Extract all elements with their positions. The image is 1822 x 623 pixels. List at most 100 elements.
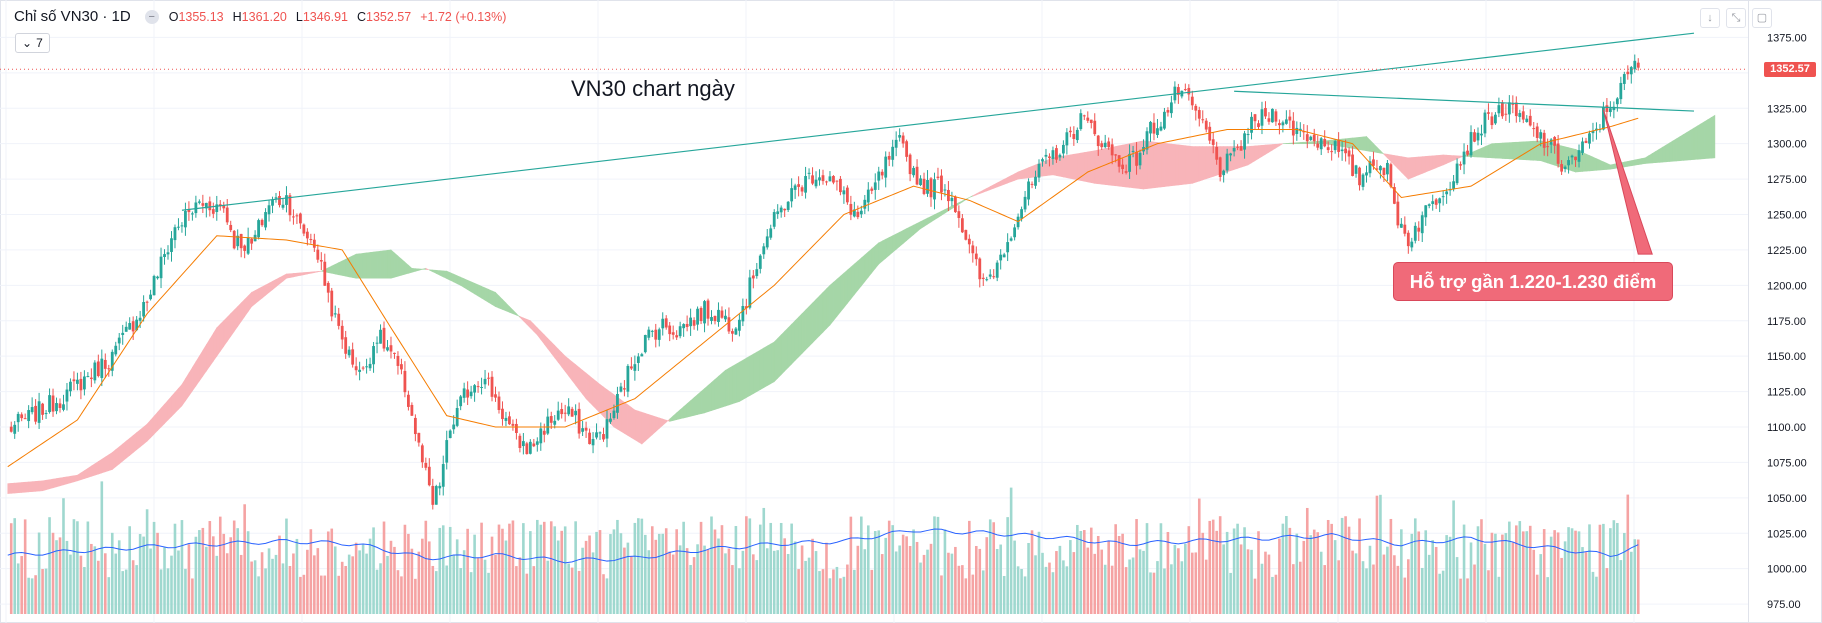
candle [1138,149,1142,170]
cloud-segment [759,347,765,391]
arrow-down-icon[interactable]: ↓ [1700,8,1720,28]
candle-body [1023,196,1027,210]
candle-body [866,189,870,203]
candle-body [86,376,90,378]
cloud-segment [195,355,200,387]
cloud-segment [857,257,862,292]
candle-body [629,366,633,369]
candle-body [821,175,825,182]
candle-body [703,301,706,324]
candle [542,423,546,443]
candle [1131,145,1135,158]
candle [420,443,424,468]
volume-bar [532,566,536,614]
candle [305,228,309,246]
candle [1588,130,1591,149]
candle-body [894,139,898,148]
cloud-segment [718,372,723,409]
volume-bar [846,564,849,614]
candle [1326,141,1330,154]
volume-bar [595,531,598,614]
cloud-segment [467,279,472,293]
cloud-segment [578,366,583,395]
cloud-segment [843,269,848,309]
candle-body [27,410,31,422]
cloud-segment [268,280,273,294]
cloud-segment [404,261,409,275]
cloud-segment [1505,142,1510,160]
candle [699,306,703,325]
candle-body [804,176,807,193]
price-tick-label: 1375.00 [1767,32,1807,44]
cloud-segment [136,429,141,451]
volume-bar [685,548,689,614]
candle [145,300,149,312]
cloud-segment [732,363,737,405]
cloud-segment [341,258,346,277]
candle-body [462,388,466,398]
candle [532,438,536,448]
candle-body [1525,118,1529,123]
volume-bar [940,575,943,614]
cloud-segment [784,327,789,372]
candle-body [1542,132,1546,148]
volume-bar [72,519,76,614]
cloud-segment [634,409,639,443]
candle [326,281,330,303]
candle [473,383,476,402]
candle-body [264,212,267,228]
volume-bar [441,525,445,614]
candle-body [445,440,449,463]
cloud-segment [488,288,493,305]
volume-bar [225,553,229,614]
cloud-segment [840,272,845,313]
candle-body [1511,103,1515,105]
candle [1333,139,1337,154]
support-callout[interactable]: Hỗ trợ gần 1.220-1.230 điểm [1393,262,1673,301]
cloud-segment [746,355,751,399]
candle [1605,98,1609,121]
candle-body [706,300,710,319]
volume-bar [1407,559,1410,614]
candle-body [1452,181,1456,189]
cloud-segment [787,323,792,369]
cloud-segment [265,282,270,296]
indicators-toggle[interactable]: ⌄ 7 [15,33,50,53]
candle-body [232,230,236,249]
candle-body [309,239,313,241]
candle [323,253,327,286]
candle [131,316,135,340]
candle [1389,162,1393,189]
volume-bar [584,540,588,614]
volume-bar [1128,559,1131,614]
cloud-segment [258,286,263,302]
candle-body [354,366,358,371]
cloud-segment [937,210,942,219]
collapse-icon[interactable]: − [144,9,159,24]
candle-body [988,274,992,277]
cloud-segment [707,381,712,413]
fullscreen-icon[interactable]: ▢ [1752,8,1772,28]
candle-body [532,443,536,447]
candle [243,244,247,259]
candle [926,170,929,197]
candle [44,409,48,419]
candle-body [1274,111,1278,122]
cloud-segment [1564,146,1569,171]
volume-bar [633,522,637,614]
candle [1434,197,1438,209]
candle-body [1584,140,1588,143]
candle [1473,129,1476,143]
candle-body [1267,118,1271,122]
candle [445,430,449,470]
candle [424,457,428,471]
cloud-segment [1634,158,1639,166]
candle-body [521,441,525,447]
volume-bar [1347,526,1351,614]
candle-body [971,245,975,254]
candle-body [1354,165,1358,174]
collapse-arrows-icon[interactable]: ⤡ [1726,8,1746,28]
candle-body [48,395,51,413]
